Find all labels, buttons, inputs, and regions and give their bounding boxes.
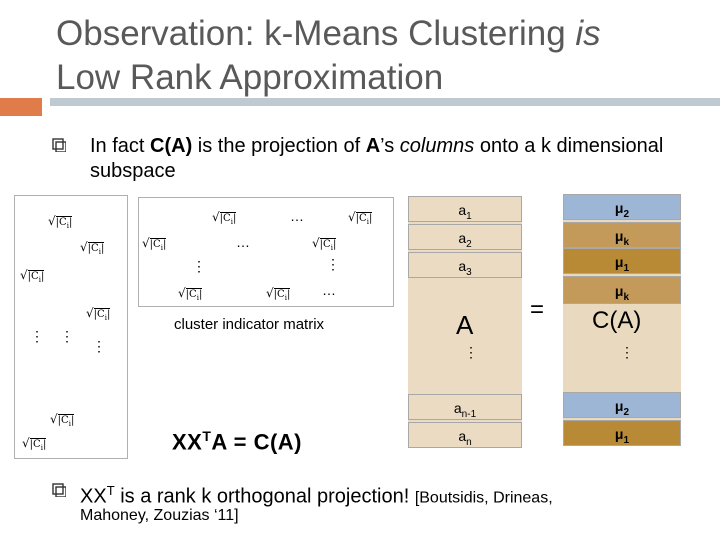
matrix-a-column-cell: a1	[408, 196, 522, 222]
bullet-icon	[52, 483, 67, 501]
title-accent-bar	[0, 98, 42, 116]
ellipsis: …	[236, 234, 250, 250]
bullet-icon	[52, 138, 67, 156]
bullet-2-text: XXT is a rank k orthogonal projection! […	[80, 483, 553, 508]
weight-entry: √|Ci|	[48, 214, 73, 230]
centroid-cell: μ1	[563, 248, 681, 274]
cluster-indicator-label: cluster indicator matrix	[174, 316, 325, 333]
matrix-ca-label: C(A)	[592, 307, 642, 334]
weight-entry: √|Ci|	[86, 306, 111, 322]
vertical-ellipsis: ⋮	[92, 338, 106, 354]
centroid-cell: μk	[563, 222, 681, 248]
matrix-a-column-cell: a2	[408, 224, 522, 250]
vertical-ellipsis: ⋮	[326, 256, 340, 272]
vertical-ellipsis: ⋮	[192, 258, 206, 274]
title-emphasis: is	[575, 14, 601, 53]
ellipsis: …	[322, 282, 336, 298]
matrix-ca-vdots: ⋮	[620, 344, 634, 360]
matrix-a-column-cell: a3	[408, 252, 522, 278]
weight-entry: √|Ci|	[312, 236, 337, 252]
vertical-ellipsis: ⋮	[30, 328, 44, 344]
centroid-cell: μ2	[563, 194, 681, 220]
weight-entry: √|Ci|	[20, 268, 45, 284]
centroid-cell: μk	[563, 276, 681, 304]
equals-sign: =	[530, 296, 545, 323]
bullet-1-text: In fact C(A) is the projection of A’s co…	[90, 135, 664, 182]
projection-formula: XXTA = C(A)	[172, 428, 302, 455]
matrix-x-transpose	[138, 197, 394, 307]
weight-entry: √|Ci|	[266, 286, 291, 302]
weight-entry: √|Ci|	[80, 240, 105, 256]
weight-entry: √|Ci|	[22, 436, 47, 452]
page-title: Observation: k-Means Clustering is Low R…	[56, 12, 696, 100]
matrix-x	[14, 195, 128, 459]
matrix-a-column-cell: an-1	[408, 394, 522, 420]
centroid-cell: μ2	[563, 392, 681, 418]
title-prefix: Observation: k-Means Clustering	[56, 14, 576, 53]
weight-entry: √|Ci|	[178, 286, 203, 302]
weight-entry: √|Ci|	[142, 236, 167, 252]
matrix-a-vdots: ⋮	[464, 344, 478, 360]
weight-entry: √|Ci|	[212, 210, 237, 226]
vertical-ellipsis: ⋮	[60, 328, 74, 344]
weight-entry: √|Ci|	[50, 412, 75, 428]
matrix-a-label: A	[456, 310, 474, 340]
title-suffix: Low Rank Approximation	[56, 58, 444, 97]
centroid-cell: μ1	[563, 420, 681, 446]
ellipsis: …	[290, 208, 304, 224]
weight-entry: √|Ci|	[348, 210, 373, 226]
title-rule	[50, 98, 720, 106]
citation: Mahoney, Zouzias ‘11]	[80, 507, 239, 524]
matrix-a-column-cell: an	[408, 422, 522, 448]
